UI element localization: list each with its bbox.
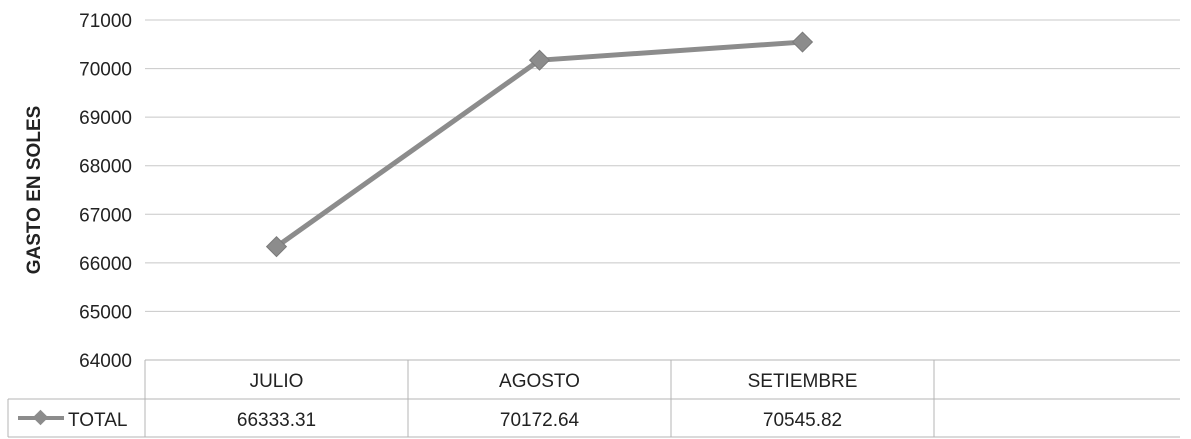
y-axis-ticks: 64000 65000 66000 67000 68000 69000 70000 71000: [79, 11, 132, 372]
data-point-marker: [265, 236, 288, 258]
x-category-label: JULIO: [250, 371, 304, 392]
legend-label: TOTAL: [68, 410, 127, 431]
data-value-label: 70545.82: [763, 410, 842, 431]
x-category-label: SETIEMBRE: [748, 371, 858, 392]
y-tick-label: 71000: [79, 11, 132, 32]
y-tick-label: 64000: [79, 351, 132, 372]
y-tick-label: 66000: [79, 254, 132, 275]
series-line: [275, 39, 803, 249]
y-tick-label: 69000: [79, 108, 132, 129]
data-value-label: 66333.31: [237, 410, 316, 431]
data-table: JULIO 66333.31 AGOSTO 70172.64 SETIEMBRE 7054…: [7, 359, 1180, 438]
legend-marker-icon: [32, 409, 49, 426]
y-tick-label: 65000: [79, 302, 132, 323]
data-value-label: 70172.64: [500, 410, 580, 431]
x-category-label: AGOSTO: [499, 371, 580, 392]
data-point-marker: [528, 49, 551, 71]
y-tick-label: 70000: [79, 60, 132, 81]
gridlines: [145, 19, 1180, 361]
data-point-marker: [791, 31, 814, 53]
series-total: [265, 31, 814, 258]
y-axis-label: GASTO EN SOLES: [24, 106, 45, 275]
y-tick-label: 67000: [79, 205, 132, 226]
y-tick-label: 68000: [79, 157, 132, 178]
